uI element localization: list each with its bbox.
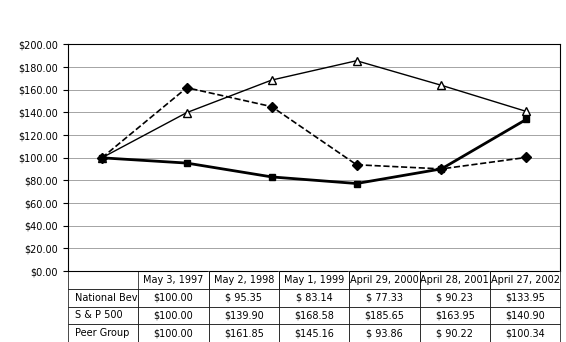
National Beverage [523, 117, 530, 121]
National Beverage [438, 167, 445, 171]
National Beverage [183, 161, 190, 165]
Peer Group [98, 156, 105, 160]
Peer Group [353, 163, 360, 167]
S & P 500 [183, 110, 190, 115]
S & P 500 [268, 78, 275, 82]
National Beverage [353, 182, 360, 186]
National Beverage [98, 156, 105, 160]
S & P 500 [98, 156, 105, 160]
Line: National Beverage: National Beverage [98, 116, 530, 187]
Peer Group [438, 167, 445, 171]
S & P 500 [523, 109, 530, 114]
S & P 500 [438, 83, 445, 87]
National Beverage [268, 175, 275, 179]
Peer Group [268, 105, 275, 109]
Line: S & P 500: S & P 500 [98, 56, 530, 162]
S & P 500 [353, 59, 360, 63]
Line: Peer Group: Peer Group [98, 84, 530, 172]
Peer Group [183, 86, 190, 90]
Peer Group [523, 155, 530, 159]
